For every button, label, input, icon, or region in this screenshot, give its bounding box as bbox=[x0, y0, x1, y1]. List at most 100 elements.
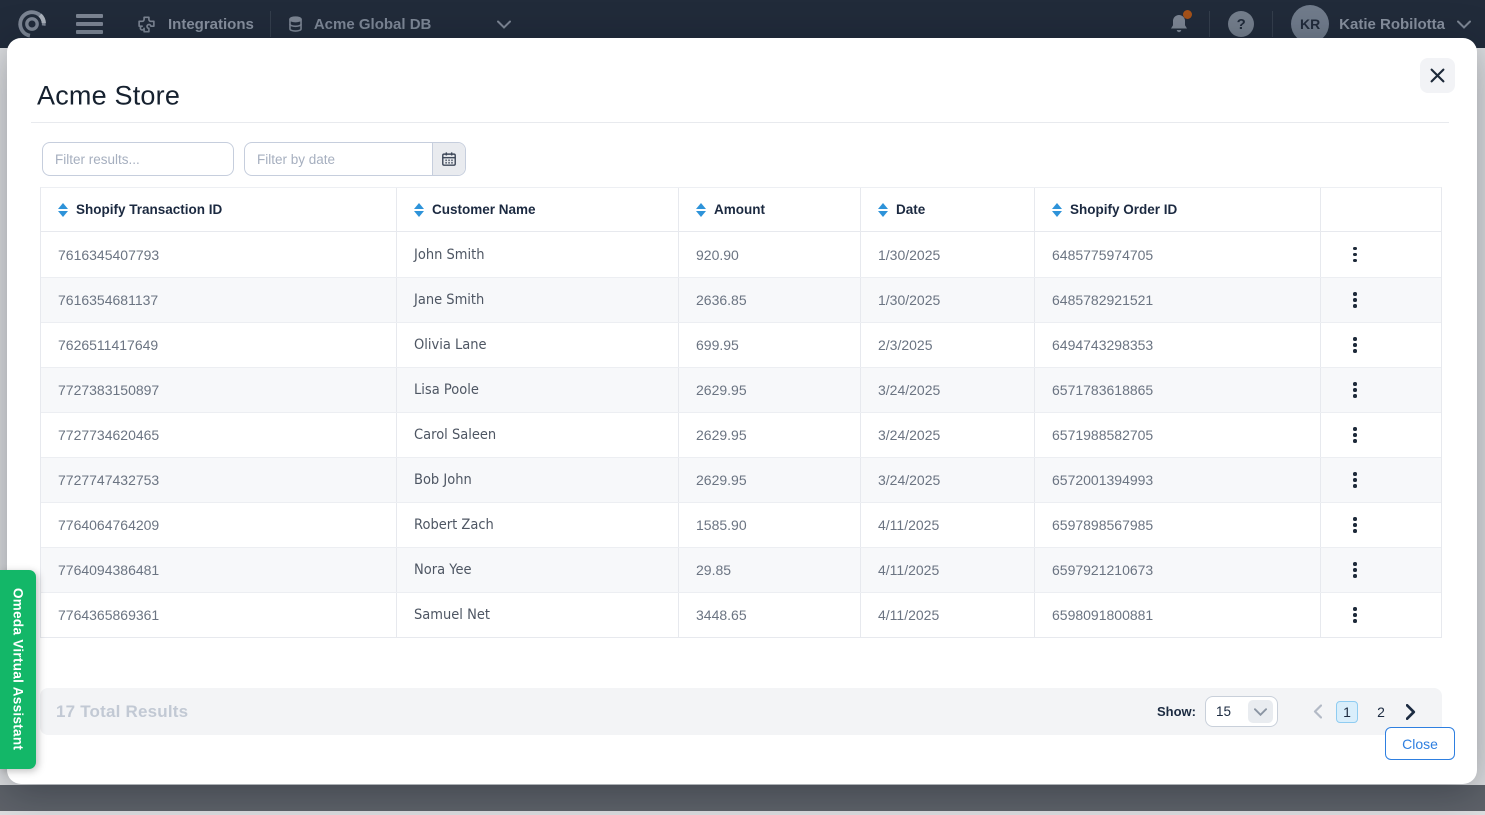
row-actions-menu-icon[interactable] bbox=[1347, 376, 1363, 404]
cell-amount: 29.85 bbox=[679, 548, 861, 592]
cell-transaction-id: 7764094386481 bbox=[41, 548, 397, 592]
cell-transaction-id: 7626511417649 bbox=[41, 323, 397, 367]
cell-order-id: 6485782921521 bbox=[1035, 278, 1321, 322]
table-row: 7626511417649 Olivia Lane 699.95 2/3/202… bbox=[41, 322, 1441, 367]
cell-order-id: 6597921210673 bbox=[1035, 548, 1321, 592]
table-row: 7727747432753 Bob John 2629.95 3/24/2025… bbox=[41, 457, 1441, 502]
cell-transaction-id: 7727383150897 bbox=[41, 368, 397, 412]
sort-icon[interactable] bbox=[414, 203, 424, 217]
cell-order-id: 6485775974705 bbox=[1035, 232, 1321, 277]
cell-order-id: 6597898567985 bbox=[1035, 503, 1321, 547]
table-row: 7616345407793 John Smith 920.90 1/30/202… bbox=[41, 232, 1441, 277]
sort-icon[interactable] bbox=[696, 203, 706, 217]
cell-amount: 920.90 bbox=[679, 232, 861, 277]
cell-amount: 2636.85 bbox=[679, 278, 861, 322]
cell-actions bbox=[1321, 323, 1441, 367]
virtual-assistant-tab[interactable]: Omeda Virtual Assistant bbox=[0, 570, 36, 769]
row-actions-menu-icon[interactable] bbox=[1347, 286, 1363, 314]
cell-transaction-id: 7616354681137 bbox=[41, 278, 397, 322]
cell-amount: 2629.95 bbox=[679, 413, 861, 457]
results-footer: 17 Total Results Show: 15 1 2 bbox=[40, 688, 1442, 735]
column-header-amount[interactable]: Amount bbox=[679, 188, 861, 231]
cell-order-id: 6571783618865 bbox=[1035, 368, 1321, 412]
pagination-next-button[interactable] bbox=[1404, 702, 1418, 722]
row-actions-menu-icon[interactable] bbox=[1347, 511, 1363, 539]
cell-actions bbox=[1321, 548, 1441, 592]
cell-transaction-id: 7727747432753 bbox=[41, 458, 397, 502]
total-results: 17 Total Results bbox=[56, 702, 188, 722]
sort-icon[interactable] bbox=[58, 203, 68, 217]
cell-actions bbox=[1321, 593, 1441, 637]
cell-actions bbox=[1321, 503, 1441, 547]
cell-transaction-id: 7764064764209 bbox=[41, 503, 397, 547]
acme-store-modal: Acme Store Shop bbox=[7, 38, 1477, 784]
cell-amount: 2629.95 bbox=[679, 368, 861, 412]
cell-date: 3/24/2025 bbox=[861, 458, 1035, 502]
filters-row bbox=[42, 142, 466, 176]
filter-results-input[interactable] bbox=[42, 142, 234, 176]
cell-order-id: 6494743298353 bbox=[1035, 323, 1321, 367]
cell-actions bbox=[1321, 368, 1441, 412]
column-header-customer-name[interactable]: Customer Name bbox=[397, 188, 679, 231]
cell-transaction-id: 7616345407793 bbox=[41, 232, 397, 277]
pagination-prev-button[interactable] bbox=[1311, 702, 1324, 721]
virtual-assistant-label: Omeda Virtual Assistant bbox=[11, 588, 26, 750]
cell-date: 3/24/2025 bbox=[861, 368, 1035, 412]
cell-amount: 3448.65 bbox=[679, 593, 861, 637]
calendar-icon[interactable] bbox=[432, 143, 465, 175]
cell-customer-name: Carol Saleen bbox=[397, 413, 679, 457]
cell-customer-name: Lisa Poole bbox=[397, 368, 679, 412]
column-header-transaction-id[interactable]: Shopify Transaction ID bbox=[41, 188, 397, 231]
cell-customer-name: Olivia Lane bbox=[397, 323, 679, 367]
table-row: 7727734620465 Carol Saleen 2629.95 3/24/… bbox=[41, 412, 1441, 457]
cell-transaction-id: 7727734620465 bbox=[41, 413, 397, 457]
column-header-date[interactable]: Date bbox=[861, 188, 1035, 231]
screen: Integrations Acme Global DB bbox=[0, 0, 1485, 815]
cell-date: 1/30/2025 bbox=[861, 278, 1035, 322]
cell-customer-name: Nora Yee bbox=[397, 548, 679, 592]
cell-date: 3/24/2025 bbox=[861, 413, 1035, 457]
pagination-page-2[interactable]: 2 bbox=[1370, 701, 1392, 723]
cell-transaction-id: 7764365869361 bbox=[41, 593, 397, 637]
cell-amount: 699.95 bbox=[679, 323, 861, 367]
close-icon[interactable] bbox=[1420, 58, 1455, 93]
cell-customer-name: Jane Smith bbox=[397, 278, 679, 322]
chevron-down-icon bbox=[1248, 700, 1273, 723]
cell-date: 4/11/2025 bbox=[861, 593, 1035, 637]
cell-order-id: 6571988582705 bbox=[1035, 413, 1321, 457]
cell-order-id: 6572001394993 bbox=[1035, 458, 1321, 502]
page-title: Acme Store bbox=[37, 83, 180, 110]
cell-customer-name: Robert Zach bbox=[397, 503, 679, 547]
row-actions-menu-icon[interactable] bbox=[1347, 241, 1363, 269]
cell-date: 1/30/2025 bbox=[861, 232, 1035, 277]
row-actions-menu-icon[interactable] bbox=[1347, 556, 1363, 584]
row-actions-menu-icon[interactable] bbox=[1347, 601, 1363, 629]
close-button[interactable]: Close bbox=[1385, 727, 1455, 760]
cell-actions bbox=[1321, 413, 1441, 457]
pagination-page-1[interactable]: 1 bbox=[1336, 701, 1358, 723]
row-actions-menu-icon[interactable] bbox=[1347, 421, 1363, 449]
show-label: Show: bbox=[1157, 704, 1196, 719]
column-header-order-id[interactable]: Shopify Order ID bbox=[1035, 188, 1321, 231]
table-row: 7616354681137 Jane Smith 2636.85 1/30/20… bbox=[41, 277, 1441, 322]
sort-icon[interactable] bbox=[878, 203, 888, 217]
cell-date: 2/3/2025 bbox=[861, 323, 1035, 367]
divider bbox=[31, 122, 1449, 123]
pagination: 1 2 bbox=[1311, 701, 1418, 723]
cell-customer-name: Samuel Net bbox=[397, 593, 679, 637]
page-size-select[interactable]: 15 bbox=[1205, 696, 1278, 727]
cell-date: 4/11/2025 bbox=[861, 548, 1035, 592]
sort-icon[interactable] bbox=[1052, 203, 1062, 217]
cell-amount: 1585.90 bbox=[679, 503, 861, 547]
table-header-row: Shopify Transaction ID Customer Name Amo… bbox=[41, 188, 1441, 232]
table-row: 7764064764209 Robert Zach 1585.90 4/11/2… bbox=[41, 502, 1441, 547]
row-actions-menu-icon[interactable] bbox=[1347, 466, 1363, 494]
cell-order-id: 6598091800881 bbox=[1035, 593, 1321, 637]
cell-amount: 2629.95 bbox=[679, 458, 861, 502]
transactions-table: Shopify Transaction ID Customer Name Amo… bbox=[40, 187, 1442, 638]
cell-customer-name: John Smith bbox=[397, 232, 679, 277]
row-actions-menu-icon[interactable] bbox=[1347, 331, 1363, 359]
cell-actions bbox=[1321, 458, 1441, 502]
table-body: 7616345407793 John Smith 920.90 1/30/202… bbox=[41, 232, 1441, 637]
table-row: 7764365869361 Samuel Net 3448.65 4/11/20… bbox=[41, 592, 1441, 637]
